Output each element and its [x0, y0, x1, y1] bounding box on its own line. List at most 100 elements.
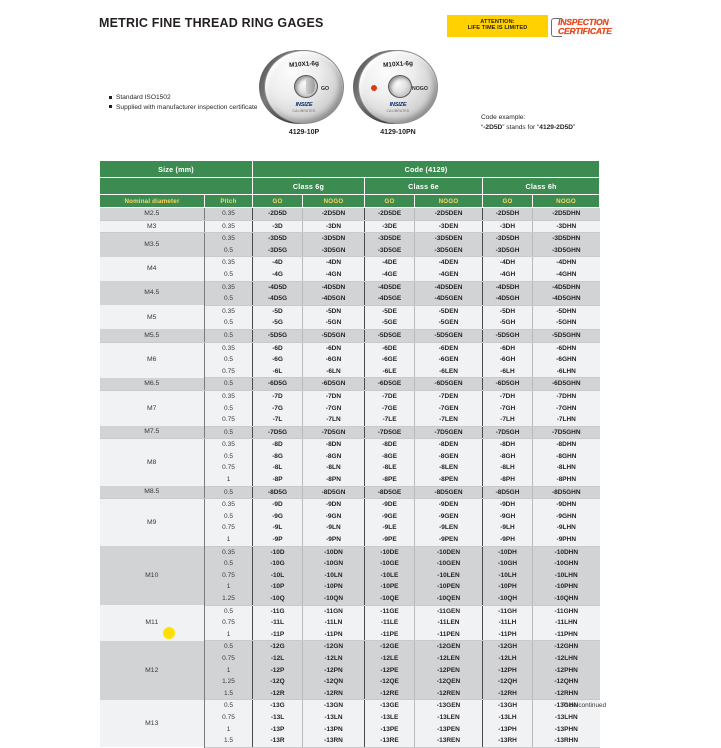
cell-6h-nogo: -10DHN	[532, 546, 600, 559]
cell-6g-go: -6D	[252, 342, 303, 355]
table-row: 0.5 -9G -9GN -9GE -9GEN -9GH -9GHN	[100, 510, 600, 523]
cell-nominal-diameter: M10	[99, 546, 205, 606]
cell-6e-nogo: -8PEN	[414, 474, 483, 487]
cell-6e-go: -3D5DE	[364, 232, 415, 245]
cell-6h-nogo: -13RHN	[532, 735, 600, 748]
cell-6h-nogo: -4DHN	[532, 256, 600, 269]
cell-6h-go: -3D5GH	[482, 244, 533, 258]
cell-6e-go: -7LE	[364, 414, 415, 427]
cell-6e-nogo: -10LEN	[414, 569, 483, 582]
cell-6h-go: -8GH	[482, 450, 533, 463]
cell-pitch: 0.5	[204, 354, 253, 366]
header-6g-go: GO	[252, 194, 303, 208]
cell-6e-nogo: -10QEN	[414, 593, 483, 606]
cell-6h-go: -5D5GH	[482, 329, 533, 343]
cell-6h-go: -11LH	[482, 617, 533, 629]
cell-6e-nogo: -2D5DEN	[414, 207, 483, 221]
certificate-line1: INSPECTION	[558, 17, 609, 28]
cell-pitch: 1	[204, 581, 253, 593]
cell-6e-nogo: -12REN	[414, 687, 483, 701]
cell-6g-go: -10D	[252, 546, 303, 559]
cell-nominal-diameter: M5.5	[99, 329, 205, 343]
cell-6e-go: -10LE	[364, 569, 415, 582]
cell-6e-go: -11GE	[364, 605, 415, 618]
cell-pitch: 0.5	[204, 268, 253, 282]
table-row: M4 0.35 -4D -4DN -4DE -4DEN -4DH -4DHN	[99, 256, 600, 282]
cell-pitch: 1	[204, 628, 253, 642]
cell-6e-go: -9PE	[364, 534, 415, 547]
cell-6h-go: -8LH	[482, 462, 533, 475]
cell-pitch: 0.5	[204, 244, 253, 258]
cell-6e-nogo: -3D5GEN	[414, 244, 483, 258]
cell-6h-go: -10QH	[482, 593, 533, 606]
cell-nominal-diameter: M13	[99, 699, 205, 748]
cell-6e-nogo: -8D5GEN	[414, 486, 483, 500]
cell-6h-go: -12LH	[482, 652, 533, 665]
feature-list: Standard ISO1502 Supplied with manufactu…	[109, 93, 259, 113]
cell-6g-nogo: -8D5GN	[302, 486, 365, 500]
cell-6e-go: -6GE	[364, 354, 415, 366]
cell-6h-nogo: -7DHN	[532, 390, 600, 403]
cell-pitch: 1	[204, 534, 253, 547]
cell-6g-go: -7D5G	[252, 426, 303, 440]
cell-6g-nogo: -6DN	[302, 342, 365, 355]
cell-6g-go: -9G	[252, 510, 303, 523]
cell-6e-go: -6LE	[364, 365, 415, 379]
attention-badge: ATTENTION: LIFE TIME IS LIMITED	[447, 15, 548, 37]
cell-6h-go: -6D5GH	[482, 377, 533, 391]
cell-6e-go: -12LE	[364, 652, 415, 665]
cell-6e-go: -13PE	[364, 723, 415, 736]
cell-6h-go: -3DH	[482, 220, 533, 234]
cell-pitch: 0.35	[204, 342, 253, 355]
cell-6h-go: -12QH	[482, 676, 533, 688]
cell-6e-go: -10PE	[364, 581, 415, 593]
cell-6e-nogo: -13LEN	[414, 711, 483, 724]
cell-6e-nogo: -13PEN	[414, 723, 483, 736]
cell-6g-go: -4D5G	[252, 293, 303, 306]
cell-6h-nogo: -8D5GHN	[532, 486, 600, 500]
cell-6g-go: -4G	[252, 268, 303, 282]
table-row: M12 0.5 -12G -12GN -12GE -12GEN -12GH -12GHN	[99, 640, 600, 700]
footer-note: To be continued	[561, 702, 607, 709]
cell-6g-go: -11G	[252, 605, 303, 618]
cell-6h-go: -10PH	[482, 581, 533, 593]
cell-pitch: 0.5	[204, 317, 253, 330]
cell-6g-nogo: -7LN	[302, 414, 365, 427]
cell-6h-go: -6LH	[482, 365, 533, 379]
cell-6e-go: -10DE	[364, 546, 415, 559]
cell-6h-nogo: -5DHN	[532, 305, 600, 318]
cell-pitch: 0.35	[204, 207, 253, 221]
table-row: M4.5 0.35 -4D5D -4D5DN -4D5DE -4D5DEN -4D5DH -4…	[99, 281, 600, 306]
cell-6e-go: -13RE	[364, 735, 415, 748]
cell-pitch: 1.25	[204, 676, 253, 688]
table-row: 1.5 -12R -12RN -12RE -12REN -12RH -12RHN	[100, 687, 600, 701]
list-item: Standard ISO1502	[109, 93, 259, 102]
cell-6g-nogo: -13PN	[302, 723, 365, 736]
cell-6g-nogo: -10GN	[302, 558, 365, 570]
code-example-line1: Code example:	[481, 114, 526, 121]
cell-6e-nogo: -10DEN	[414, 546, 483, 559]
cell-6h-nogo: -7D5GHN	[532, 426, 600, 440]
feature-text: Standard ISO1502	[116, 94, 171, 101]
cell-6e-go: -4GE	[364, 268, 415, 282]
cell-pitch: 0.35	[204, 305, 253, 318]
cell-6e-go: -5GE	[364, 317, 415, 330]
red-marker-dot-icon	[371, 85, 377, 91]
cell-pitch: 0.75	[204, 522, 253, 535]
cell-pitch: 0.5	[204, 450, 253, 463]
cell-6g-go: -7L	[252, 414, 303, 427]
header-6g-nogo: NOGO	[302, 194, 365, 208]
table-row: 0.75 -11L -11LN -11LE -11LEN -11LH -11LHN	[100, 617, 600, 629]
feature-text: Supplied with manufacturer inspection ce…	[116, 103, 258, 111]
cell-6e-nogo: -6D5GEN	[414, 377, 483, 391]
cell-6g-go: -5D	[252, 305, 303, 318]
cell-6g-go: -11P	[252, 628, 303, 642]
code-example-line2: “-2D5D” stands for “4129-2D5D”	[481, 123, 576, 131]
cell-6e-go: -8D5GE	[364, 486, 415, 500]
table-row: 1.25 -12Q -12QN -12QE -12QEN -12QH -12QHN	[100, 676, 600, 688]
cell-6g-nogo: -9LN	[302, 522, 365, 535]
cell-6e-go: -9DE	[364, 498, 415, 511]
cell-6h-go: -9DH	[482, 498, 533, 511]
cell-pitch: 0.75	[204, 569, 253, 582]
table-row: 0.5 -5G -5GN -5GE -5GEN -5GH -5GHN	[100, 317, 600, 330]
